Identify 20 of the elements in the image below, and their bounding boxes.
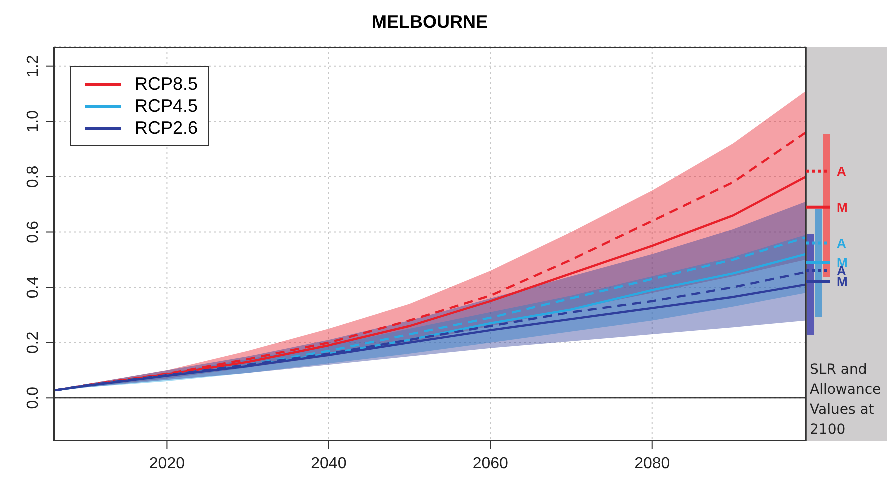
y-tick-label: 1.0 xyxy=(25,110,42,133)
x-tick-label: 2080 xyxy=(634,455,670,472)
y-tick-label: 0.6 xyxy=(25,221,42,244)
x-tick-label: 2060 xyxy=(472,455,509,472)
y-tick-label: 1.2 xyxy=(25,55,42,78)
y-tick-label: 0.8 xyxy=(25,166,42,188)
legend-label: RCP8.5 xyxy=(135,74,198,94)
y-tick-label: 0.0 xyxy=(25,386,42,410)
y-tick-label: 0.4 xyxy=(25,276,42,299)
x-tick-label: 2040 xyxy=(311,455,347,472)
x-tick-label: 2020 xyxy=(149,455,186,472)
legend-label: RCP2.6 xyxy=(135,118,198,138)
ref-line-label: A xyxy=(837,164,847,180)
y-tick-label: 0.2 xyxy=(25,332,42,354)
chart-title: MELBOURNE xyxy=(371,12,489,33)
legend-label: RCP4.5 xyxy=(135,96,198,116)
annotation: SLR and Allowance Values at 2100 xyxy=(810,361,882,440)
ref-line-label: M xyxy=(837,200,848,215)
ref-line-label: A xyxy=(837,236,847,251)
ref-line-label: M xyxy=(837,274,848,290)
